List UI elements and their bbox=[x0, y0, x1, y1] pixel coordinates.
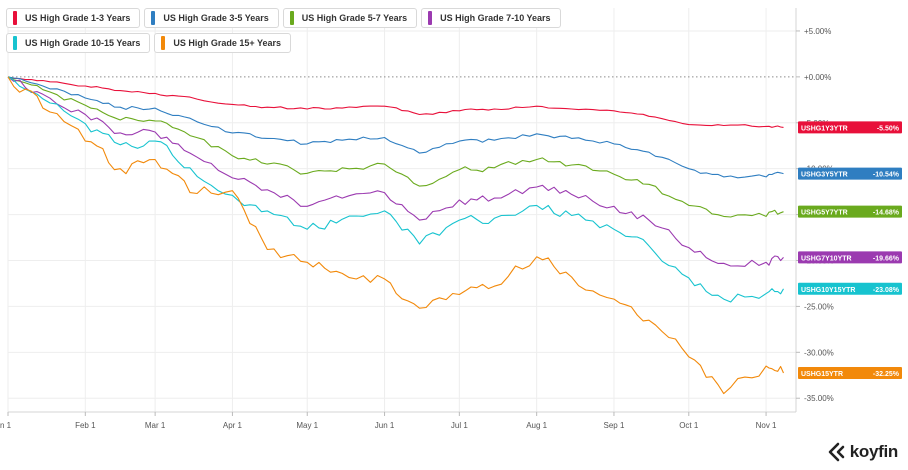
series-line bbox=[7, 76, 784, 303]
x-tick-label: Jul 1 bbox=[451, 421, 468, 430]
legend-label: US High Grade 7-10 Years bbox=[440, 13, 551, 23]
legend-swatch bbox=[428, 11, 433, 25]
legend-item-7-10-years[interactable]: US High Grade 7-10 Years bbox=[421, 8, 561, 28]
series-end-label-badge bbox=[798, 167, 902, 180]
series-end-label-badge bbox=[798, 121, 902, 134]
x-tick-label: Sep 1 bbox=[604, 421, 625, 430]
y-tick-label: +0.00% bbox=[804, 73, 831, 82]
koyfin-wordmark: koyfin bbox=[849, 442, 899, 461]
series-end-label-ticker: USHG1Y3YTR bbox=[801, 125, 848, 132]
series-end-label-value: -5.50% bbox=[877, 125, 900, 132]
series-end-label-ticker: USHG10Y15YTR bbox=[801, 287, 855, 294]
legend-label: US High Grade 1-3 Years bbox=[25, 13, 131, 23]
koyfin-logo-icon bbox=[828, 442, 845, 462]
legend-item-1-3-years[interactable]: US High Grade 1-3 Years bbox=[6, 8, 141, 28]
legend-item-10-15-years[interactable]: US High Grade 10-15 Years bbox=[6, 33, 151, 53]
series-line bbox=[7, 76, 784, 179]
y-tick-label: -30.00% bbox=[804, 348, 834, 357]
legend-item-5-7-years[interactable]: US High Grade 5-7 Years bbox=[282, 8, 418, 28]
x-tick-label: Feb 1 bbox=[75, 421, 96, 430]
series-end-label-value: -19.66% bbox=[873, 255, 900, 262]
x-tick-label: Nov 1 bbox=[756, 421, 777, 430]
x-tick-label: Oct 1 bbox=[679, 421, 699, 430]
legend-label: US High Grade 5-7 Years bbox=[301, 13, 408, 23]
legend-label: US High Grade 3-5 Years bbox=[163, 13, 269, 23]
legend-label: US High Grade 15+ Years bbox=[173, 38, 282, 48]
legend: US High Grade 1-3 Years US High Grade 3-… bbox=[6, 8, 646, 53]
series-end-label-ticker: USHG3Y5YTR bbox=[801, 172, 848, 179]
series-end-label-badge bbox=[798, 205, 902, 218]
series-end-label-badge bbox=[798, 251, 902, 264]
series-end-label-badge bbox=[798, 366, 902, 379]
series-end-label-value: -14.68% bbox=[873, 210, 900, 217]
series-line bbox=[7, 76, 785, 395]
legend-swatch bbox=[13, 36, 17, 50]
series-line bbox=[7, 76, 784, 218]
x-tick-label: Apr 1 bbox=[223, 421, 243, 430]
y-tick-label: -25.00% bbox=[804, 302, 834, 311]
series-end-label-value: -10.54% bbox=[873, 172, 900, 179]
x-tick-label: May 1 bbox=[296, 421, 318, 430]
y-tick-label: +5.00% bbox=[804, 27, 831, 36]
koyfin-logo[interactable]: koyfin bbox=[827, 442, 898, 462]
series-end-label-value: -23.08% bbox=[873, 287, 900, 294]
legend-item-15-plus-years[interactable]: US High Grade 15+ Years bbox=[154, 33, 292, 53]
series-line bbox=[7, 76, 784, 267]
x-tick-label: Jun 1 bbox=[375, 421, 395, 430]
legend-item-3-5-years[interactable]: US High Grade 3-5 Years bbox=[144, 8, 279, 28]
legend-swatch bbox=[151, 11, 156, 25]
series-end-label-ticker: USHG7Y10YTR bbox=[801, 255, 852, 262]
series-end-label-ticker: USHG5Y7YTR bbox=[801, 210, 848, 217]
series-end-label-value: -32.25% bbox=[873, 371, 900, 378]
y-tick-label: -35.00% bbox=[804, 394, 834, 403]
x-tick-label: Mar 1 bbox=[145, 421, 166, 430]
legend-label: US High Grade 10-15 Years bbox=[25, 38, 141, 48]
series-line bbox=[7, 76, 784, 128]
series-end-label-ticker: USHG15YTR bbox=[801, 371, 843, 378]
x-tick-label: n 1 bbox=[0, 421, 12, 430]
legend-swatch bbox=[289, 11, 294, 25]
legend-swatch bbox=[161, 36, 166, 50]
x-tick-label: Aug 1 bbox=[526, 421, 547, 430]
legend-swatch bbox=[13, 11, 17, 25]
series-end-label-badge bbox=[798, 282, 902, 295]
